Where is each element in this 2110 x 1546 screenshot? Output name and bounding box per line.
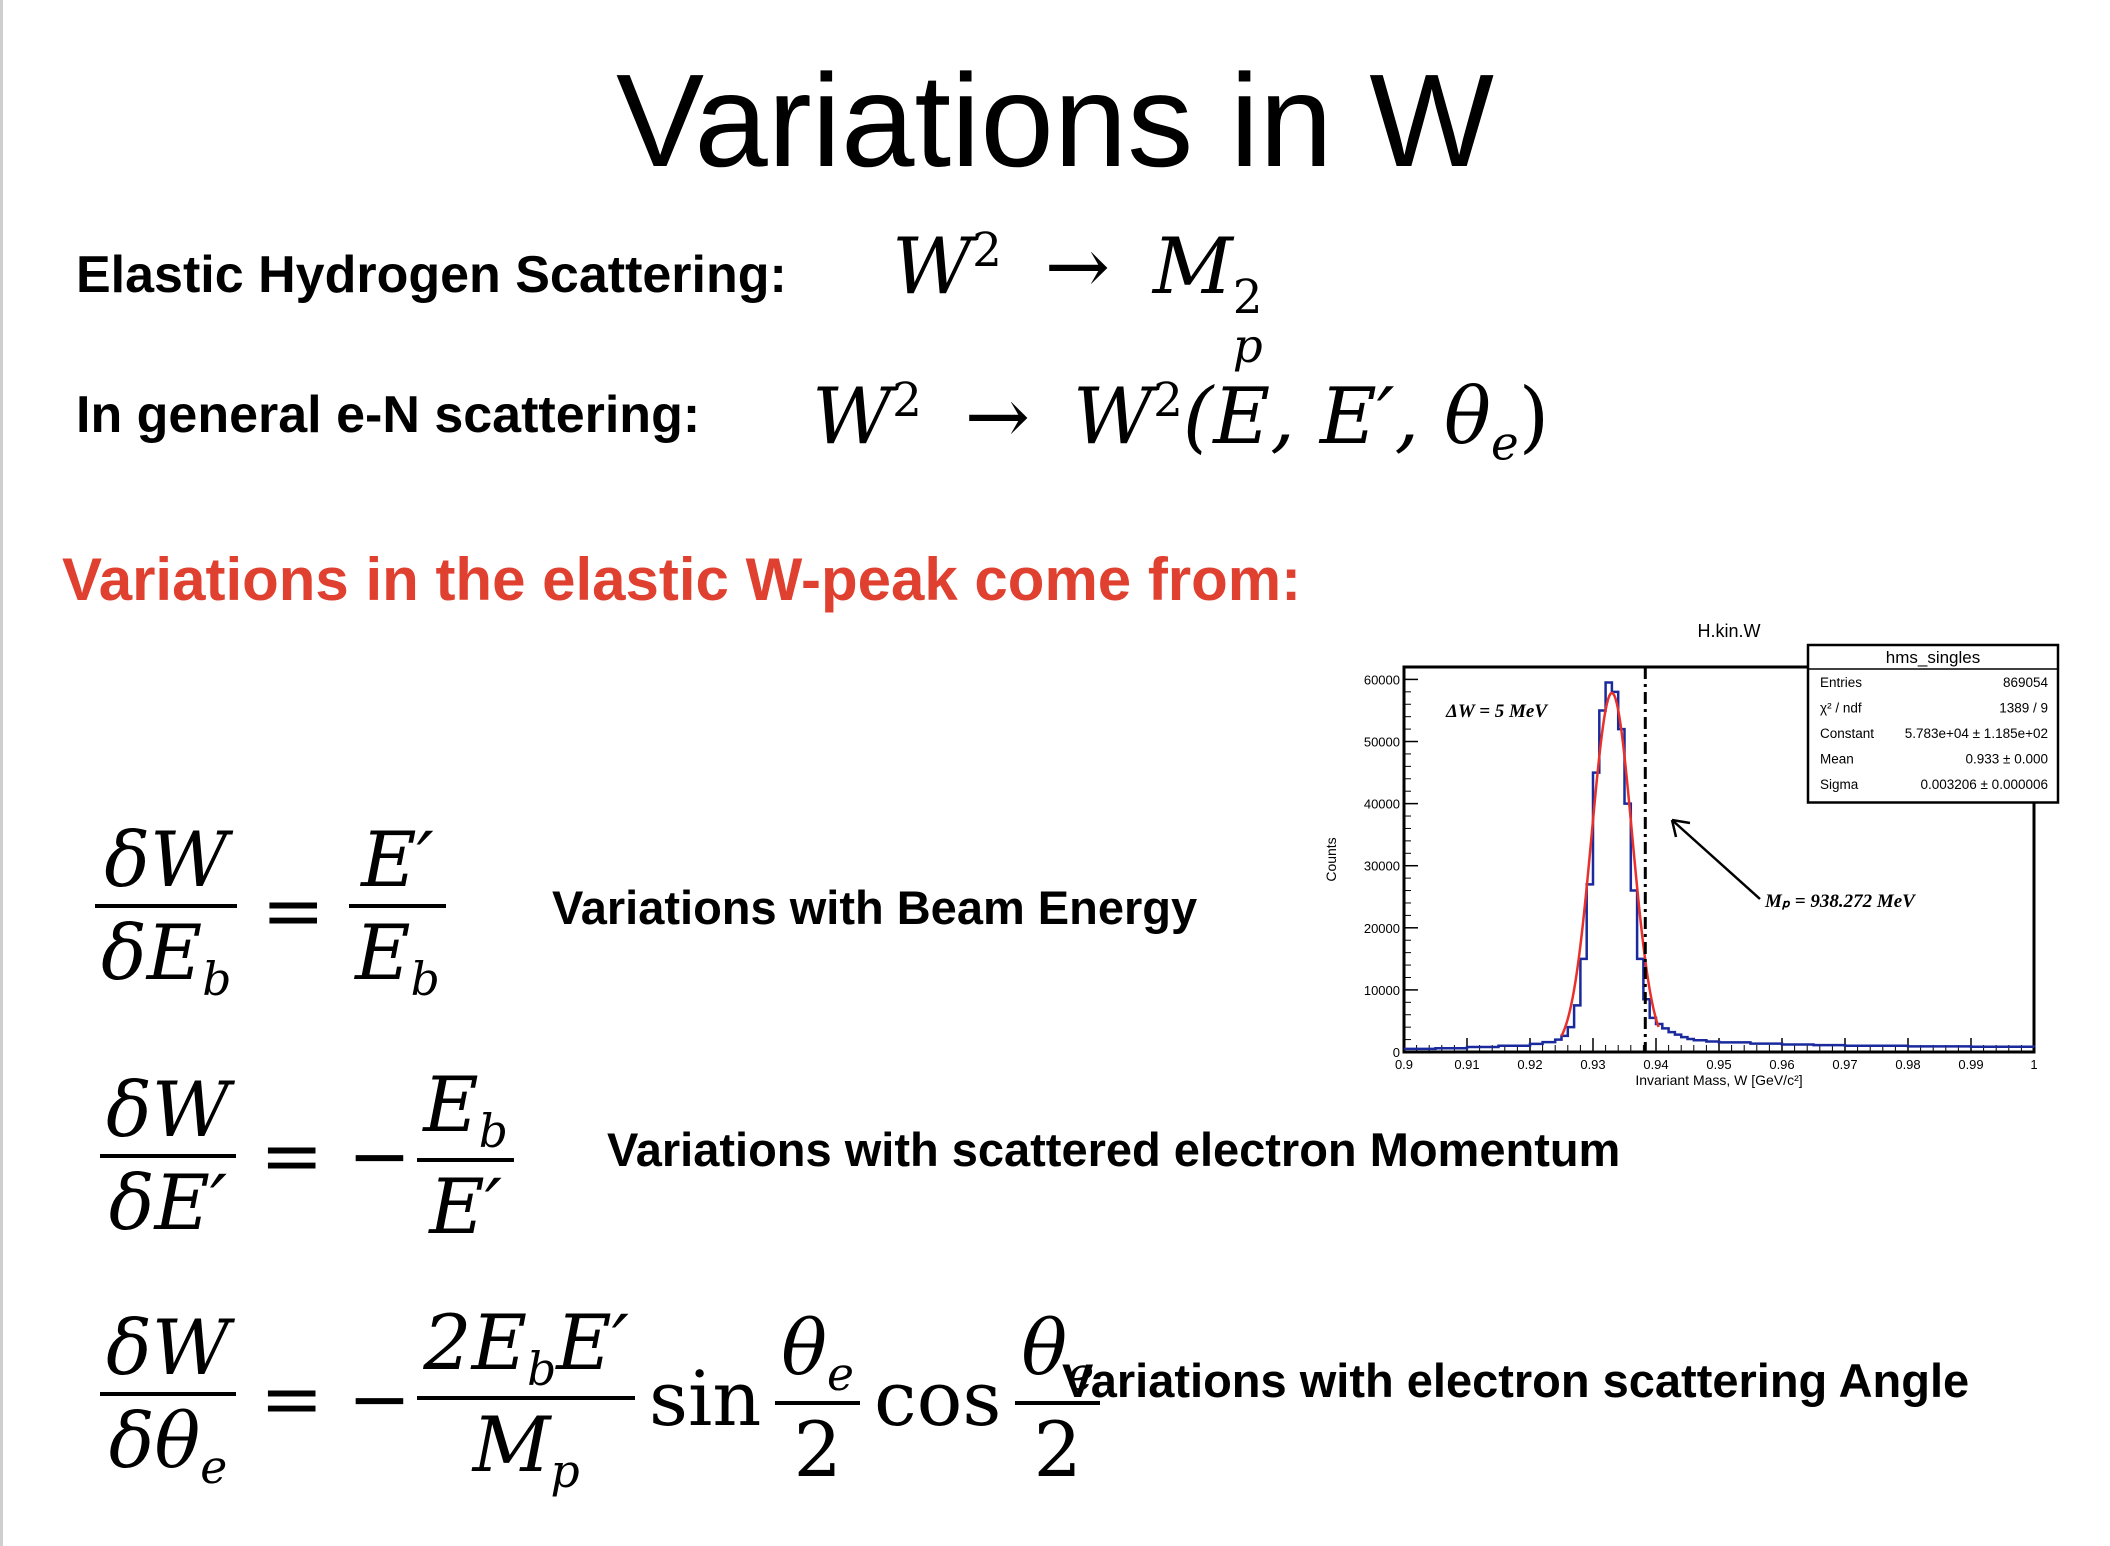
x-axis-label: Invariant Mass, W [GeV/c²] [1635,1072,1802,1088]
y-axis-label: Counts [1323,837,1339,881]
stats-row-label: Constant [1820,726,1874,741]
elastic-label: Elastic Hydrogen Scattering: [76,246,787,304]
slide-edge [0,0,3,1546]
y-tick-label: 60000 [1364,672,1400,687]
y-tick-label: 20000 [1364,921,1400,936]
stats-box [1806,643,2060,804]
beam-energy-equation: δW δEb = E′ Eb [95,815,446,1006]
stats-row-label: χ² / ndf [1820,701,1862,716]
stats-row-label: Mean [1820,752,1854,767]
stats-row-value: 869054 [2003,675,2049,690]
y-tick-label: 40000 [1364,797,1400,812]
fraction-2ebep-mp: 2EbE′ Mp [417,1298,636,1498]
stats-box-title: hms_singles [1886,648,1981,667]
angle-equation: δW δθe = − 2EbE′ Mp sin θe 2 cos θe 2 [100,1298,1101,1498]
gaussian-fit-curve [1560,691,1660,1037]
general-label: In general e-N scattering: [76,386,701,444]
stats-row-value: 0.933 ± 0.000 [1966,752,2048,767]
annotation-delta-w: ΔW = 5 MeV [1445,701,1548,722]
momentum-equation: δW δE′ = − Eb E′ [100,1060,514,1251]
fraction-dw-dep: δW δE′ [100,1065,236,1247]
annotation-arrow [1671,819,1761,900]
annotation-arrowhead [1670,818,1691,838]
x-tick-label: 1 [2030,1057,2037,1072]
x-tick-label: 0.93 [1580,1057,1605,1072]
x-tick-label: 0.94 [1643,1057,1668,1072]
y-tick-label: 50000 [1364,735,1400,750]
y-tick-label: 10000 [1364,983,1400,998]
y-tick-label: 0 [1393,1045,1400,1060]
fraction-ep-eb: E′ Eb [349,815,446,1006]
x-tick-label: 0.97 [1832,1057,1857,1072]
fraction-dw-dtheta: δW δθe [100,1303,236,1494]
stats-row-value: 1389 / 9 [1999,701,2048,716]
x-tick-label: 0.92 [1517,1057,1542,1072]
x-tick-label: 0.99 [1958,1057,1983,1072]
y-tick-label: 30000 [1364,859,1400,874]
x-tick-label: 0.91 [1454,1057,1479,1072]
chart-title: H.kin.W [1698,621,1761,641]
peak-variation-heading: Variations in the elastic W-peak come fr… [62,546,1302,613]
stats-row-label: Entries [1820,675,1862,690]
w-histogram-chart: H.kin.W 0 10000 20000 30000 40000 50000 60000 0.… [1323,621,2060,1088]
x-tick-label: 0.9 [1395,1057,1413,1072]
angle-desc: Variations with electron scattering Angl… [1062,1354,1970,1407]
stats-row-label: Sigma [1820,777,1859,792]
annotation-proton-mass: Mₚ = 938.272 MeV [1764,891,1916,912]
beam-energy-desc: Variations with Beam Energy [552,881,1198,934]
stats-row-value: 0.003206 ± 0.000006 [1920,777,2048,792]
stats-row-value: 5.783e+04 ± 1.185e+02 [1905,726,2048,741]
x-tick-label: 0.96 [1769,1057,1794,1072]
fraction-dw-deb: δW δEb [95,815,238,1006]
x-tick-label: 0.98 [1895,1057,1920,1072]
slide-title: Variations in W [616,47,1494,194]
momentum-desc: Variations with scattered electron Momen… [607,1123,1621,1176]
general-formula: W2 → W2(E, E′, θe) [812,372,1550,472]
x-tick-label: 0.95 [1706,1057,1731,1072]
fraction-theta-half-1: θe 2 [775,1303,861,1494]
fraction-theta-half-2: θe 2 [1015,1303,1101,1494]
fraction-eb-ep: Eb E′ [417,1060,514,1251]
